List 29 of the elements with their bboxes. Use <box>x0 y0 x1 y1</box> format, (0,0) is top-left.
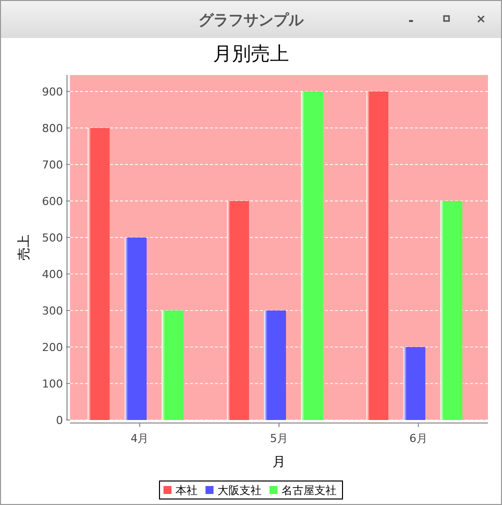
x-tick-label: 4月 <box>130 432 149 445</box>
y-tick-label: 900 <box>42 85 63 98</box>
bar <box>440 200 462 420</box>
text: グラフサンプル <box>198 11 304 29</box>
x-tick-label: 5月 <box>270 432 288 445</box>
legend-label: 大阪支社 <box>218 484 262 497</box>
x-axis-title: 月 <box>272 455 286 470</box>
y-tick-label: 500 <box>42 231 63 244</box>
bar <box>88 128 110 420</box>
legend-label: 名古屋支社 <box>282 484 336 497</box>
y-axis-title: 売上 <box>17 234 32 260</box>
bar <box>301 91 323 420</box>
bar <box>264 310 286 420</box>
y-tick-label: 0 <box>56 414 63 427</box>
x-tick-label: 6月 <box>409 432 428 445</box>
y-tick-label: 400 <box>42 268 63 281</box>
y-tick-label: 100 <box>42 377 63 390</box>
y-tick-label: 200 <box>42 340 63 354</box>
chart-title: 月別売上 <box>213 43 289 65</box>
y-tick-label: 700 <box>42 158 63 172</box>
y-tick-label: 800 <box>42 122 63 135</box>
y-tick-label: 300 <box>42 304 63 318</box>
bar <box>162 310 184 420</box>
y-tick-label: 600 <box>42 194 63 208</box>
bar <box>227 200 249 420</box>
bar <box>124 237 147 420</box>
legend-label: 本社 <box>176 484 198 497</box>
bar <box>403 346 426 420</box>
bar <box>366 91 388 420</box>
